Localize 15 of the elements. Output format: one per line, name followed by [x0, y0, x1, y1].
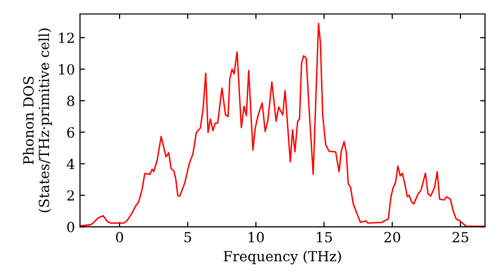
y-tick-label: 2: [67, 190, 74, 201]
y-axis-title: Phonon DOS (States/THz·primitive cell): [22, 28, 52, 212]
y-tick-label: 12: [59, 32, 74, 43]
x-tick-label: 15: [316, 232, 332, 242]
y-tick-label: 0: [67, 222, 74, 232]
x-tick-label: 0: [116, 232, 124, 242]
x-tick-label: 5: [184, 232, 192, 242]
y-tick-label: 4: [66, 158, 74, 170]
y-tick-label: 8: [67, 96, 74, 106]
x-axis-title: Frequency (THz): [224, 250, 341, 264]
x-tick-label: 20: [384, 232, 400, 242]
y-tick-label: 6: [67, 127, 74, 138]
y-tick-label: 10: [59, 64, 74, 75]
x-tick-label: 25: [452, 232, 468, 242]
x-tick-label: 10: [248, 232, 264, 242]
